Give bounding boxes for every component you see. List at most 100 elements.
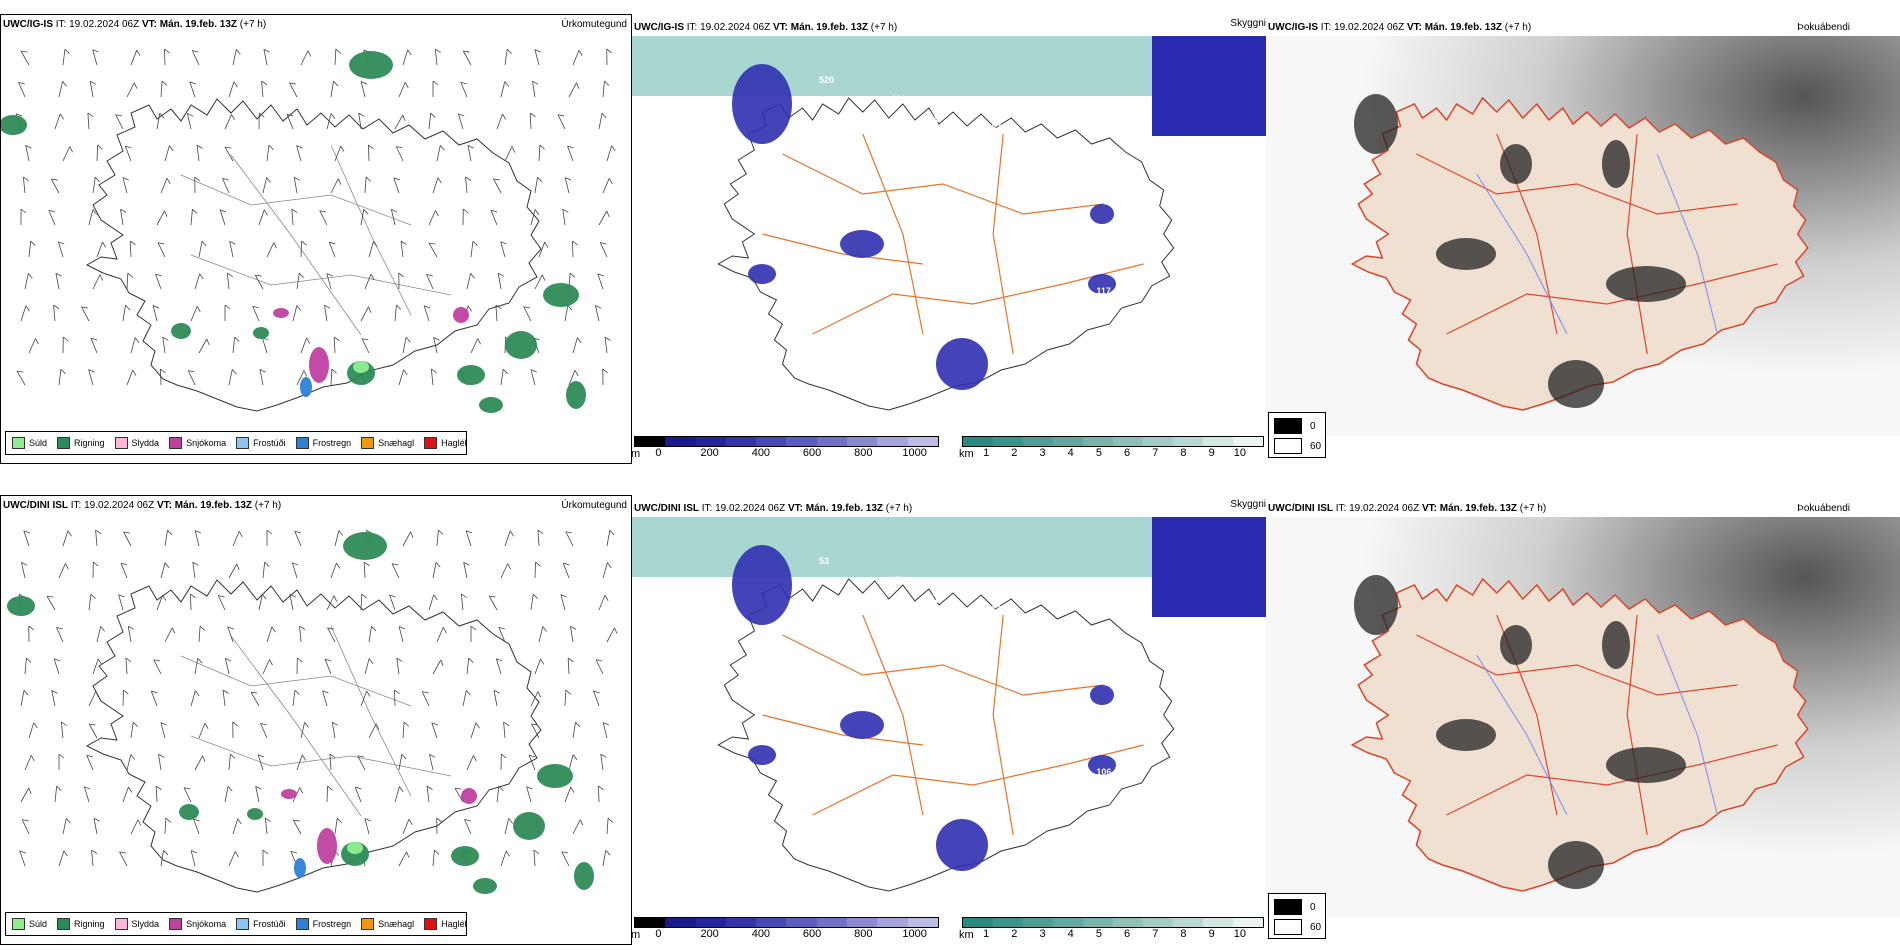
wind-barb [28, 338, 39, 354]
wind-barb [194, 530, 202, 547]
colorbar-cell [1143, 437, 1173, 446]
wind-barb [602, 722, 610, 739]
cloud-base-value: 115 [924, 671, 939, 681]
wind-barb [465, 530, 473, 547]
wind-barb [194, 657, 203, 675]
legend-item: Frostúði [236, 918, 286, 930]
colorbar-tick: 9 [1208, 447, 1215, 459]
fog-index-area [1602, 621, 1630, 669]
wind-barb [92, 49, 99, 66]
legend-label: Haglél [441, 438, 467, 448]
fog-map [1266, 517, 1900, 917]
wind-barb [572, 49, 583, 66]
low-cloud-area [732, 64, 792, 144]
low-cloud-area [748, 264, 776, 284]
wind-barb [432, 177, 442, 194]
cloud-base-value: 108 [924, 113, 939, 123]
wind-barb [490, 209, 498, 226]
wind-barb [194, 176, 201, 194]
wind-barb [530, 593, 538, 611]
wind-barb [160, 177, 171, 194]
wind-barb [296, 272, 304, 290]
precip-area [281, 789, 297, 799]
wind-barb [537, 529, 544, 547]
colorbar-tick: 800 [854, 447, 873, 459]
legend-item: Slydda [114, 437, 160, 449]
legend-label: Slydda [131, 438, 160, 448]
cloud-base-value: 684 [890, 94, 905, 104]
precip-area [294, 858, 306, 878]
legend-swatch [424, 918, 438, 930]
wind-barb [224, 304, 231, 321]
colorbar-tick: 3 [1039, 928, 1046, 940]
cloud-base-value: 84 [1012, 777, 1022, 787]
legend-swatch [295, 918, 309, 930]
wind-barb [286, 113, 294, 130]
wind-barb [534, 49, 541, 66]
wind-barb [530, 369, 537, 386]
wind-barb [156, 594, 167, 611]
wind-barb [462, 50, 472, 66]
wind-barb [20, 305, 30, 322]
colorbar-tick: 5 [1095, 928, 1102, 940]
wind-barb [330, 178, 342, 194]
wind-barb [25, 144, 32, 162]
wind-barb [54, 785, 62, 803]
it-label: IT: [55, 19, 67, 30]
precip-area [247, 808, 263, 820]
wind-barb [155, 785, 162, 803]
wind-barb [260, 722, 268, 739]
precip-map [1, 48, 616, 413]
precip-area [353, 361, 369, 373]
wind-barb [296, 145, 303, 162]
wind-barb [572, 819, 584, 835]
iceland-coastline [85, 579, 542, 893]
road-line [812, 744, 1144, 816]
cloud-base-value: 65 [1000, 257, 1010, 267]
cloud-base-value: 520 [819, 75, 834, 85]
colorbar-ticks: 0 200 400 600 800 1000 [634, 447, 939, 461]
it-label: IT: [1320, 22, 1332, 33]
wind-barb [296, 657, 303, 675]
wind-barb [58, 753, 65, 770]
cloud-base-value: 106 [1172, 863, 1187, 873]
precip-area [253, 327, 269, 339]
wind-barb [465, 176, 472, 194]
colorbar-unit: m [632, 448, 641, 460]
wind-barb [24, 657, 32, 675]
wind-barb [534, 176, 543, 194]
colorbar-tick: 5 [1095, 447, 1102, 459]
wind-barb [183, 787, 192, 803]
colorbar-tick: 400 [751, 447, 771, 459]
iceland-coastline [1350, 577, 1809, 892]
colorbar-tick: 0 [655, 447, 662, 459]
wind-barb [228, 753, 236, 771]
cloud-base-value: 87 [991, 123, 1001, 133]
vt-label: VT: [787, 503, 803, 514]
it-label: IT: [701, 503, 713, 514]
wind-barb [187, 113, 194, 130]
precip-area [171, 323, 191, 339]
legend-label: Frostregn [312, 438, 352, 448]
wind-barb [368, 144, 374, 162]
wind-barb [602, 178, 613, 194]
wind-barb [433, 336, 440, 354]
colorbar-tick: 7 [1152, 928, 1159, 940]
wind-barb [120, 562, 128, 579]
cloud-base-value: 147 [924, 594, 939, 604]
wind-barb [18, 81, 26, 98]
legend-label: Frostúði [253, 919, 286, 929]
panel-title: Skyggni [1230, 499, 1266, 510]
wind-barb [126, 369, 137, 386]
wind-barb [528, 754, 536, 771]
wind-barb [300, 337, 311, 354]
panel-title: Úrkomutegund [561, 19, 627, 30]
wind-barb [364, 658, 374, 675]
wind-barb [358, 112, 365, 130]
wind-barb [432, 80, 439, 97]
road-line [1446, 263, 1778, 335]
wind-barb [20, 690, 29, 707]
wind-barb [296, 370, 308, 386]
wind-barb [115, 114, 124, 130]
legend-swatch [361, 918, 375, 930]
